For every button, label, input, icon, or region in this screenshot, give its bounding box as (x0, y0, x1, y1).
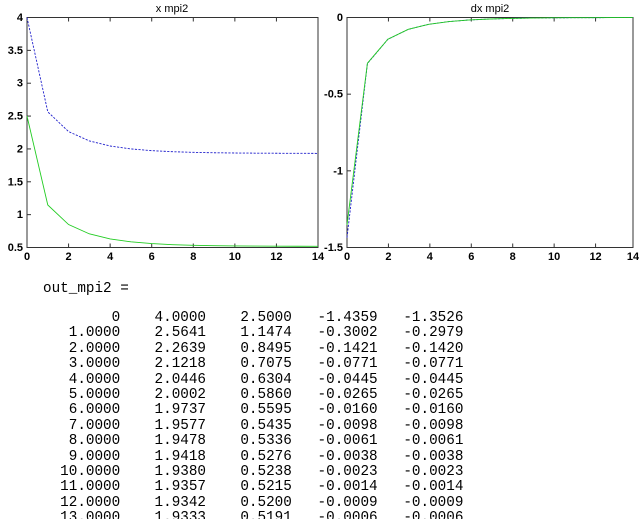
svg-text:12: 12 (270, 251, 282, 263)
svg-text:12: 12 (589, 251, 601, 263)
svg-text:2.5: 2.5 (8, 111, 23, 123)
svg-text:14: 14 (312, 251, 325, 263)
svg-text:dx mpi2: dx mpi2 (471, 3, 510, 15)
svg-text:0: 0 (337, 12, 343, 24)
svg-text:0.5: 0.5 (8, 242, 23, 254)
svg-text:10: 10 (229, 251, 241, 263)
svg-text:3.5: 3.5 (8, 45, 23, 57)
svg-text:4: 4 (427, 251, 434, 263)
svg-text:0: 0 (344, 251, 350, 263)
svg-text:-1: -1 (333, 165, 343, 177)
svg-text:1: 1 (17, 209, 23, 221)
svg-text:2: 2 (385, 251, 391, 263)
svg-text:-0.5: -0.5 (324, 89, 343, 101)
svg-text:4: 4 (17, 12, 24, 24)
svg-text:0: 0 (24, 251, 30, 263)
svg-text:14: 14 (627, 251, 639, 263)
svg-text:x mpi2: x mpi2 (156, 3, 188, 15)
svg-text:6: 6 (149, 251, 155, 263)
svg-text:4: 4 (107, 251, 114, 263)
svg-text:6: 6 (468, 251, 474, 263)
svg-text:8: 8 (510, 251, 516, 263)
svg-text:8: 8 (190, 251, 196, 263)
svg-text:1.5: 1.5 (8, 176, 23, 188)
svg-text:10: 10 (548, 251, 560, 263)
svg-text:-1.5: -1.5 (324, 242, 343, 254)
svg-text:2: 2 (17, 143, 23, 155)
svg-text:3: 3 (17, 78, 23, 90)
svg-text:2: 2 (66, 251, 72, 263)
